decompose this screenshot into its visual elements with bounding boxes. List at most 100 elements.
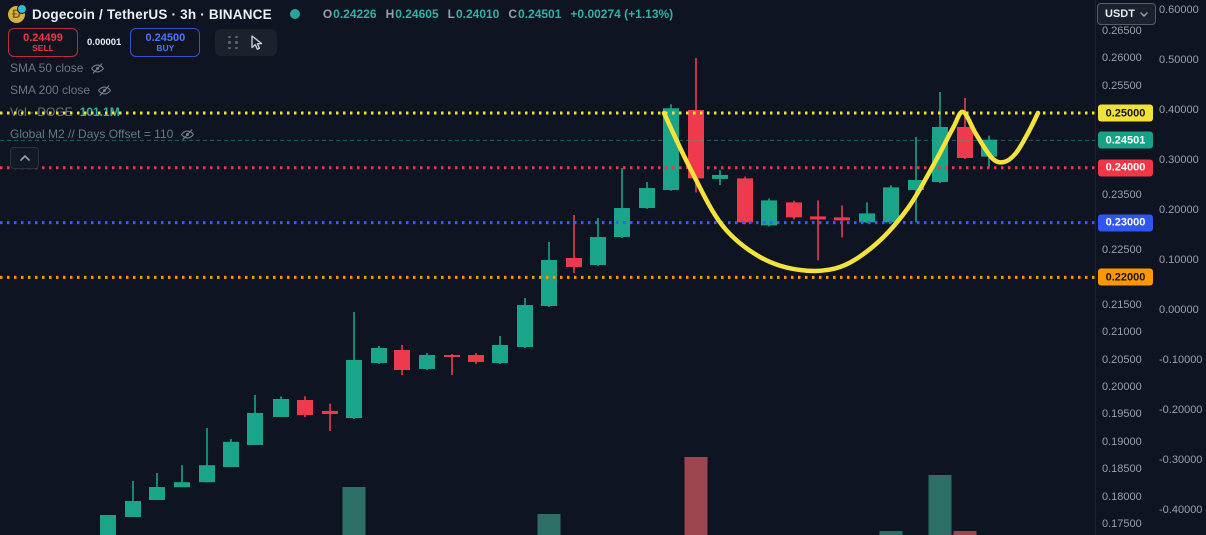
open-value: 0.24226 <box>333 7 377 21</box>
candle-body <box>125 500 141 517</box>
close-value: 0.24501 <box>518 7 562 21</box>
candle-body <box>541 259 557 307</box>
secondary-axis-label: -0.30000 <box>1159 454 1203 466</box>
candle-body <box>932 126 948 182</box>
chart-header: Ð Dogecoin / TetherUS · 3h · BINANCE O 0.… <box>8 3 673 23</box>
price-tag[interactable]: 0.24000 <box>1098 159 1153 177</box>
currency-label: USDT <box>1105 8 1135 20</box>
candle-body <box>859 213 875 223</box>
eye-off-icon[interactable] <box>97 83 112 98</box>
drag-handle-icon[interactable] <box>228 35 238 50</box>
candle-body <box>492 344 508 363</box>
indicator-value: 101.1M <box>79 105 120 119</box>
price-axis-label: 0.17500 <box>1102 518 1142 530</box>
secondary-axis-label: 0.30000 <box>1159 154 1199 166</box>
secondary-axis-label: 0.60000 <box>1159 4 1199 16</box>
indicator-label: SMA 50 close <box>10 61 84 75</box>
indicator-row-sma50[interactable]: SMA 50 close <box>10 57 195 79</box>
candle-body <box>957 126 973 158</box>
price-tag[interactable]: 0.25000 <box>1098 104 1153 122</box>
candle-body <box>371 347 387 363</box>
secondary-axis-label: 0.00000 <box>1159 304 1199 316</box>
candle-body <box>639 188 655 209</box>
candle-body <box>908 180 924 190</box>
eye-off-icon[interactable] <box>90 61 105 76</box>
market-status-dot[interactable] <box>289 9 300 19</box>
doge-logo-icon: Ð <box>8 3 27 23</box>
price-tag[interactable]: 0.23000 <box>1098 214 1153 232</box>
sell-price: 0.24499 <box>23 31 63 44</box>
candle-body <box>590 237 606 266</box>
candle-body <box>883 187 899 223</box>
volume-bar <box>537 514 561 535</box>
low-value: 0.24010 <box>455 7 500 21</box>
candle-body <box>834 217 850 221</box>
candle-body <box>810 216 826 220</box>
candle-body <box>614 208 630 238</box>
price-axis-label: 0.20000 <box>1102 381 1142 393</box>
secondary-axis-label: -0.10000 <box>1159 354 1203 366</box>
indicator-row-volume[interactable]: Vol · DOGE 101.1M <box>10 101 195 123</box>
candle-body <box>712 174 728 179</box>
indicator-legend: SMA 50 close SMA 200 close Vol · DOGE 101.1… <box>10 57 195 145</box>
candle-body <box>517 305 533 347</box>
candle-body <box>223 441 239 468</box>
open-label: O <box>322 7 333 21</box>
candle-body <box>981 139 997 157</box>
secondary-axis-label: -0.40000 <box>1159 504 1203 516</box>
sell-button[interactable]: 0.24499 SELL <box>8 28 78 57</box>
symbol-title[interactable]: Dogecoin / TetherUS · 3h · BINANCE <box>32 6 272 22</box>
volume-bar <box>342 487 366 535</box>
candle-body <box>297 399 313 416</box>
collapse-legend-button[interactable] <box>10 147 39 169</box>
high-value: 0.24605 <box>395 7 439 21</box>
low-label: L <box>447 7 455 21</box>
spread-value: 0.00001 <box>87 37 122 48</box>
secondary-axis-label: 0.20000 <box>1159 204 1199 216</box>
secondary-axis-label: 0.10000 <box>1159 254 1199 266</box>
candle-body <box>761 200 777 226</box>
change-value: +0.00274 (+1.13%) <box>570 7 674 21</box>
price-axis-label: 0.18500 <box>1102 463 1142 476</box>
price-axis-label: 0.25500 <box>1102 79 1142 92</box>
volume-bar <box>879 531 903 535</box>
candle-body <box>786 202 802 218</box>
price-axis-label: 0.21000 <box>1102 326 1142 339</box>
eye-off-icon[interactable] <box>180 127 195 142</box>
price-axis-label: 0.20500 <box>1102 353 1142 366</box>
cursor-icon[interactable] <box>249 34 264 51</box>
buy-button[interactable]: 0.24500 BUY <box>130 28 201 57</box>
chevron-up-icon <box>19 155 30 161</box>
trade-panel-toolbar <box>215 29 278 56</box>
indicator-label: Global M2 // Days Offset = 110 <box>10 127 174 141</box>
currency-selector-button[interactable]: USDT <box>1097 3 1156 25</box>
volume-bar <box>953 531 977 535</box>
trade-panel: 0.24499 SELL 0.00001 0.24500 BUY <box>8 28 278 57</box>
price-axis-label: 0.19500 <box>1102 408 1142 421</box>
price-axis-label: 0.22500 <box>1102 244 1142 256</box>
candle-body <box>100 515 116 535</box>
candle-body <box>419 354 435 369</box>
indicator-row-global-m2[interactable]: Global M2 // Days Offset = 110 <box>10 123 195 145</box>
logo-badge-icon <box>17 3 27 14</box>
candle-body <box>174 482 190 488</box>
ohlc-readout: O 0.24226 H 0.24605 L 0.24010 C 0.24501 +0.0… <box>314 7 673 21</box>
price-axis-label: 0.19000 <box>1102 435 1142 448</box>
candle-body <box>566 258 582 267</box>
candle-body <box>444 354 460 357</box>
indicator-label: SMA 200 close <box>10 83 91 97</box>
candle-body <box>199 465 215 483</box>
price-axis[interactable]: 0.26500 0.26000 0.25500 0.23500 0.22500 0.215… <box>1095 0 1206 535</box>
secondary-axis-label: 0.50000 <box>1159 54 1199 66</box>
candle-body <box>663 108 679 190</box>
volume-bar <box>684 457 708 535</box>
indicator-row-sma200[interactable]: SMA 200 close <box>10 79 195 101</box>
buy-label: BUY <box>156 42 175 53</box>
price-axis-label: 0.21500 <box>1102 298 1142 311</box>
price-tag[interactable]: 0.24501 <box>1098 131 1153 149</box>
volume-bar <box>928 475 952 535</box>
secondary-axis-label: 0.40000 <box>1159 104 1199 116</box>
candle-body <box>688 109 704 179</box>
candle-body <box>468 354 484 362</box>
price-tag[interactable]: 0.22000 <box>1098 268 1153 286</box>
